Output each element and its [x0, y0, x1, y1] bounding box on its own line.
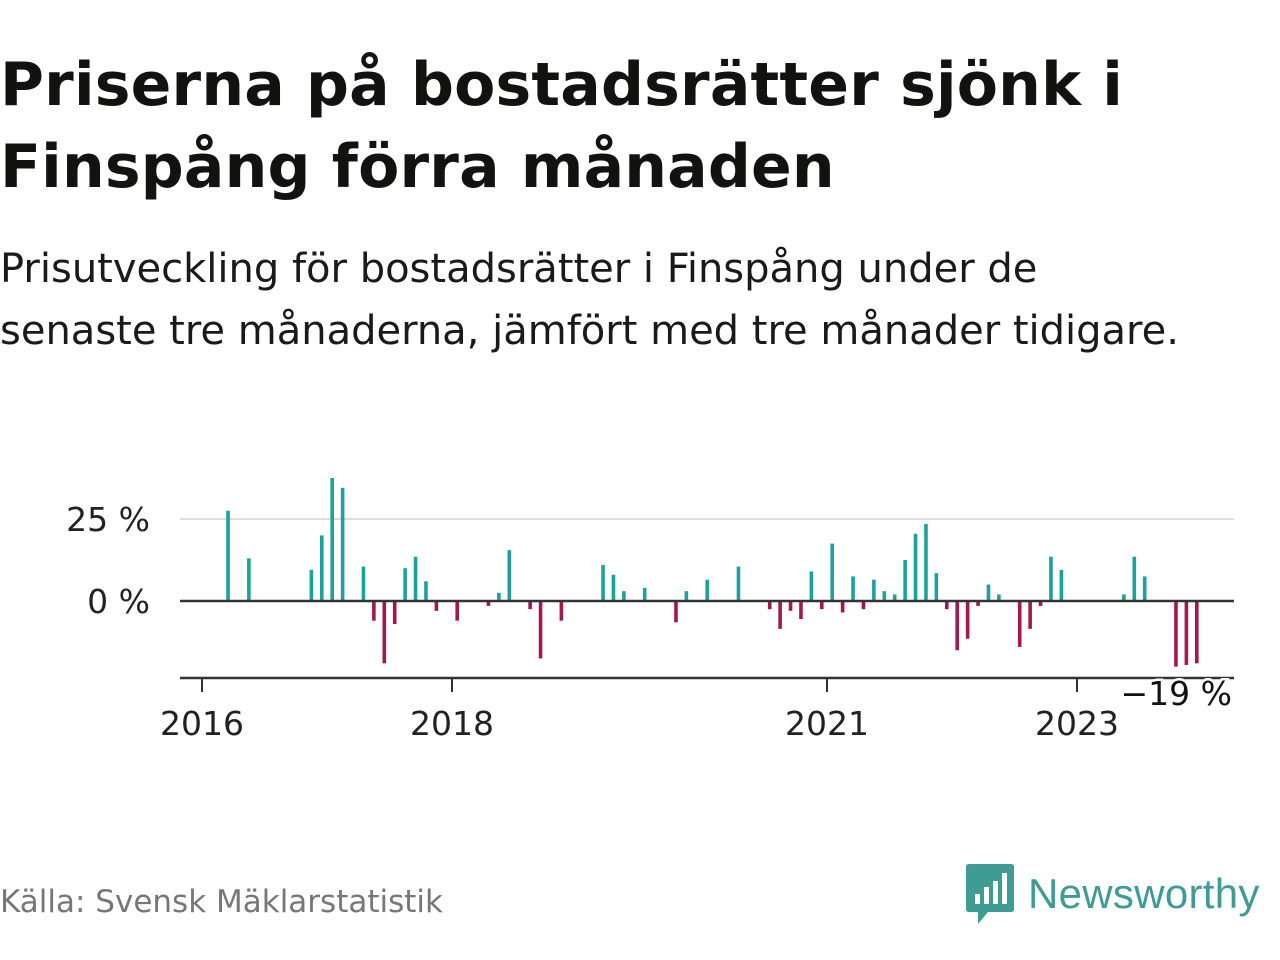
bar	[486, 601, 491, 606]
source-note: Källa: Svensk Mäklarstatistik	[0, 884, 443, 920]
bar	[538, 601, 543, 659]
bar	[559, 601, 564, 621]
bar	[934, 573, 939, 601]
bar	[1194, 601, 1199, 664]
bar	[372, 601, 376, 621]
bar	[1174, 601, 1178, 667]
bar	[684, 591, 689, 601]
bar	[736, 566, 741, 601]
brand-name: Newsworthy	[1028, 870, 1260, 917]
bar	[392, 601, 397, 624]
bar	[434, 601, 439, 611]
bar	[622, 591, 626, 601]
bar	[882, 591, 887, 601]
bar	[830, 543, 835, 601]
bar	[1059, 569, 1064, 601]
y-tick-label: 25 %	[66, 500, 150, 539]
bar	[247, 558, 251, 601]
bar-chart: 0 % 25 % 2016 2018 2021 2023−19 %	[66, 478, 1235, 743]
bar	[319, 535, 324, 601]
bar	[913, 533, 918, 601]
bar	[819, 601, 824, 610]
x-tick-label: 2023	[1035, 704, 1119, 743]
bar	[997, 594, 1001, 601]
bar	[1049, 556, 1053, 601]
bar	[1184, 601, 1189, 665]
newsworthy-logo: Newsworthy	[964, 862, 1260, 926]
bar	[861, 601, 866, 610]
bar	[330, 478, 335, 601]
bar	[851, 576, 855, 601]
bar	[799, 601, 803, 620]
bar	[497, 592, 501, 601]
bar	[986, 584, 991, 601]
chart-title: Priserna på bostadsrätter sjönk i Finspå…	[0, 50, 1124, 202]
bar	[778, 601, 782, 629]
x-tick-label: 2021	[785, 704, 869, 743]
bar	[601, 564, 605, 601]
x-tick-label: 2016	[160, 704, 244, 743]
bar	[226, 510, 230, 601]
bar	[767, 601, 772, 610]
bar	[944, 601, 949, 610]
bar	[955, 601, 960, 651]
bar	[1142, 576, 1147, 601]
x-tick-label: 2018	[410, 704, 494, 743]
bar	[1038, 601, 1043, 606]
bar	[1122, 594, 1126, 601]
bar	[809, 571, 814, 601]
bar	[892, 594, 897, 601]
bar	[528, 601, 532, 610]
bar	[361, 566, 366, 601]
bar	[976, 601, 980, 606]
bar	[1132, 556, 1137, 601]
bar	[788, 601, 793, 611]
chart-subtitle: Prisutveckling för bostadsrätter i Finsp…	[0, 246, 1179, 354]
bar	[507, 550, 512, 601]
bar	[340, 487, 345, 601]
bar	[705, 579, 710, 601]
bar	[455, 601, 460, 621]
bar	[674, 601, 678, 623]
last-value-label: −19 %	[1121, 674, 1233, 713]
bar	[611, 574, 616, 601]
bar	[965, 601, 970, 639]
bar	[872, 579, 876, 601]
y-tick-label: 0 %	[87, 582, 150, 621]
bar	[403, 568, 407, 601]
bar	[413, 556, 418, 601]
bar	[382, 601, 387, 664]
bar	[840, 601, 845, 613]
bar	[1017, 601, 1022, 647]
bar	[424, 581, 428, 601]
bar	[309, 569, 314, 601]
bar-chart-speech-bubble-icon	[966, 864, 1014, 924]
bar	[1028, 601, 1032, 629]
bar	[903, 560, 907, 601]
bar	[924, 523, 928, 601]
bar	[642, 587, 647, 601]
